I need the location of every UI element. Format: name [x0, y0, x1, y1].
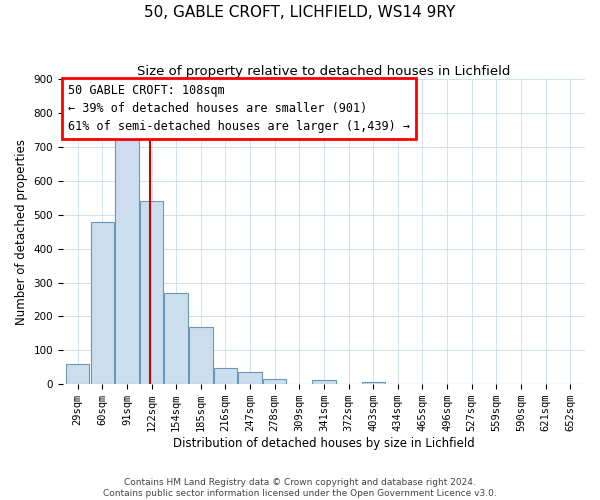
Bar [238, 372, 262, 384]
Bar [362, 382, 385, 384]
Bar [66, 364, 89, 384]
Y-axis label: Number of detached properties: Number of detached properties [15, 138, 28, 324]
Bar [115, 140, 139, 384]
Title: Size of property relative to detached houses in Lichfield: Size of property relative to detached ho… [137, 65, 511, 78]
Bar [312, 380, 335, 384]
Bar [214, 368, 237, 384]
Bar [263, 379, 286, 384]
Text: 50, GABLE CROFT, LICHFIELD, WS14 9RY: 50, GABLE CROFT, LICHFIELD, WS14 9RY [145, 5, 455, 20]
Bar [189, 326, 212, 384]
Bar [91, 222, 114, 384]
Text: Contains HM Land Registry data © Crown copyright and database right 2024.
Contai: Contains HM Land Registry data © Crown c… [103, 478, 497, 498]
Bar [140, 201, 163, 384]
Text: 50 GABLE CROFT: 108sqm
← 39% of detached houses are smaller (901)
61% of semi-de: 50 GABLE CROFT: 108sqm ← 39% of detached… [68, 84, 410, 132]
Bar [164, 292, 188, 384]
X-axis label: Distribution of detached houses by size in Lichfield: Distribution of detached houses by size … [173, 437, 475, 450]
